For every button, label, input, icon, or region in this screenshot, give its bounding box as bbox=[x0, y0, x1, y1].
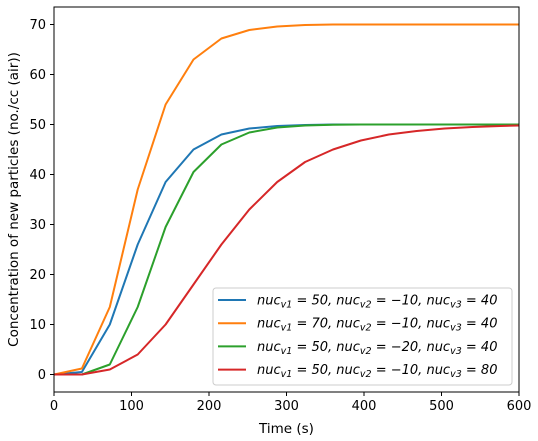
y-tick-label: 50 bbox=[29, 118, 46, 133]
y-tick-label: 10 bbox=[29, 318, 46, 333]
y-axis-label: Concentration of new particles (no./cc (… bbox=[6, 52, 22, 347]
x-tick-label: 600 bbox=[507, 399, 532, 414]
series-line-3 bbox=[54, 123, 519, 376]
legend-box bbox=[212, 287, 513, 386]
x-axis-label: Time (s) bbox=[258, 421, 314, 437]
series-line-2 bbox=[54, 23, 519, 376]
series-layer bbox=[54, 23, 519, 376]
y-tick-label: 0 bbox=[38, 368, 46, 383]
legend-label-1: nucv1 = 50, nucv2 = −10, nucv3 = 40 bbox=[257, 294, 497, 311]
y-tick-label: 70 bbox=[29, 18, 46, 33]
legend-label-3: nucv1 = 50, nucv2 = −20, nucv3 = 40 bbox=[257, 340, 497, 357]
x-tick-label: 200 bbox=[197, 399, 222, 414]
x-tick-label: 300 bbox=[274, 399, 299, 414]
legend-label-2: nucv1 = 70, nucv2 = −10, nucv3 = 40 bbox=[257, 317, 497, 334]
x-tick-label: 100 bbox=[119, 399, 144, 414]
x-tick-label: 400 bbox=[352, 399, 377, 414]
series-line-4 bbox=[54, 124, 519, 376]
ticks-layer: 0 100 200 300 400 500 600 0 10 20 30 40 50 60 70 bbox=[29, 18, 531, 414]
legend: nucv1 = 50, nucv2 = −10, nucv3 = 40 nucv1… bbox=[212, 287, 513, 386]
legend-label-4: nucv1 = 50, nucv2 = −10, nucv3 = 80 bbox=[257, 363, 497, 380]
y-tick-label: 60 bbox=[29, 68, 46, 83]
y-tick-label: 30 bbox=[29, 218, 46, 233]
x-tick-label: 0 bbox=[50, 399, 58, 414]
y-tick-label: 40 bbox=[29, 168, 46, 183]
y-tick-label: 20 bbox=[29, 268, 46, 283]
x-tick-label: 500 bbox=[429, 399, 454, 414]
